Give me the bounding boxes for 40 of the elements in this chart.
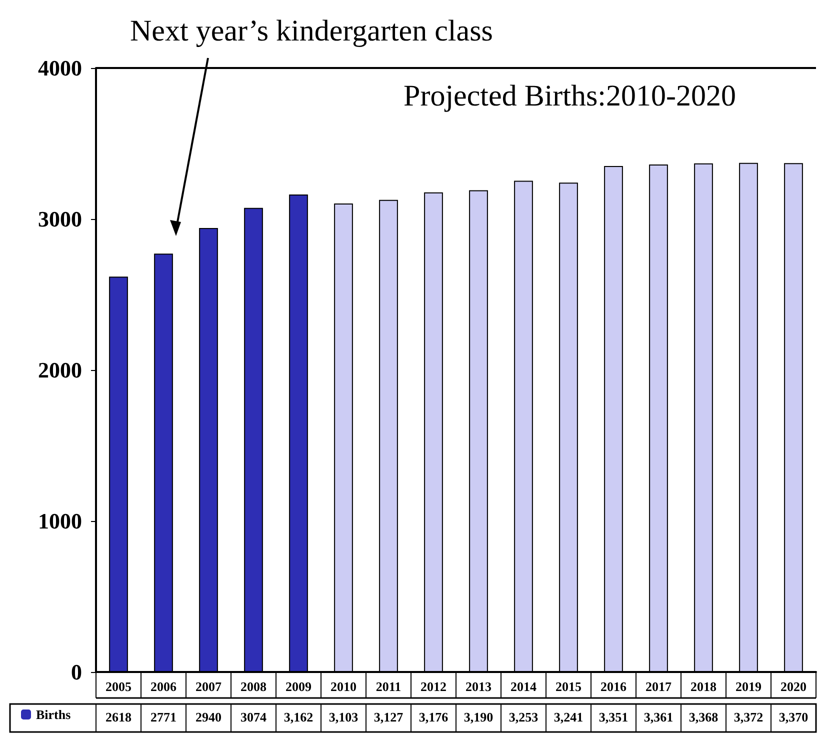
x-tick-label: 2019 — [736, 679, 762, 694]
chart-title: Projected Births:2010-2020 — [404, 80, 736, 112]
x-tick-label: 2016 — [600, 679, 627, 694]
x-tick-label: 2005 — [106, 679, 132, 694]
x-tick-label: 2010 — [330, 679, 356, 694]
x-tick-label: 2012 — [420, 679, 446, 694]
x-tick-label: 2008 — [240, 679, 267, 694]
data-label: 3,176 — [418, 710, 449, 724]
x-tick-label: 2009 — [286, 679, 312, 694]
data-label: 3,162 — [284, 710, 314, 724]
y-tick-label: 3000 — [38, 206, 82, 232]
data-label: 2940 — [196, 710, 222, 724]
y-tick-label: 1000 — [38, 508, 82, 534]
text: Next year’s kindergarten class — [130, 14, 493, 48]
x-tick-label: 2007 — [196, 679, 222, 694]
y-tick-label: 2000 — [38, 358, 82, 382]
x-tick-label: 2018 — [690, 679, 717, 694]
data-label: 3074 — [240, 710, 267, 724]
data-label: 3,253 — [508, 710, 539, 724]
x-tick-label: 2013 — [466, 679, 492, 694]
x-tick-label: 2017 — [646, 679, 672, 694]
data-label: 3,372 — [734, 710, 764, 724]
data-label: 2771 — [150, 710, 176, 724]
x-tick-label: 2020 — [780, 679, 806, 694]
data-label: 3,190 — [464, 710, 494, 724]
data-label: 3,368 — [688, 710, 719, 724]
data-label: 3,103 — [328, 710, 359, 724]
data-label: 3,361 — [644, 710, 674, 724]
legend-label: Births — [36, 707, 71, 722]
x-tick-label: 2011 — [376, 679, 402, 694]
data-label: 2618 — [106, 710, 132, 724]
x-tick-label: 2015 — [556, 679, 582, 694]
x-tick-label: 2014 — [510, 679, 537, 694]
data-label: 3,370 — [778, 710, 808, 724]
data-label: 3,127 — [374, 710, 404, 724]
y-tick-label: 4000 — [38, 56, 82, 80]
data-label: 3,351 — [598, 710, 628, 724]
data-label: 3,241 — [554, 710, 584, 724]
y-tick-label: 0 — [71, 660, 82, 684]
x-tick-label: 2006 — [150, 679, 177, 694]
